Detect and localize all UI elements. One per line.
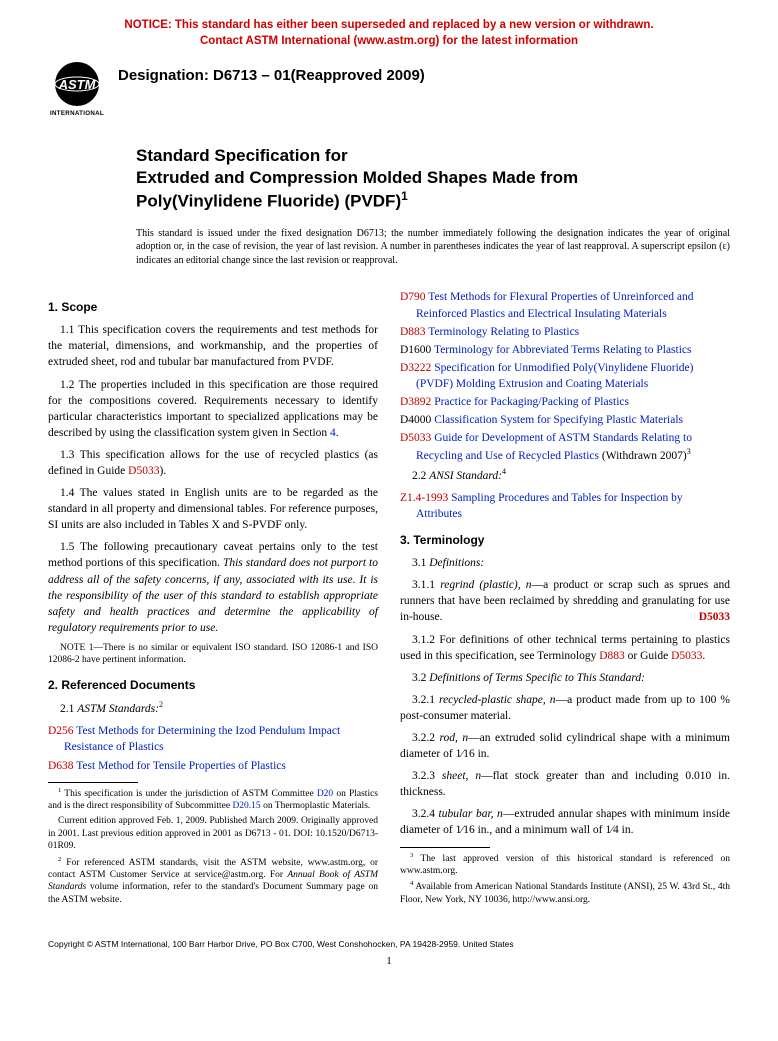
- fn4: 4 Available from American National Stand…: [400, 880, 730, 906]
- note-1: NOTE 1—There is no similar or equivalent…: [48, 642, 378, 667]
- footnote-rule-right: [400, 847, 490, 848]
- ref-text[interactable]: Test Methods for Determining the Izod Pe…: [64, 725, 340, 753]
- ref-item: D790 Test Methods for Flexural Propertie…: [400, 289, 730, 321]
- title-l3: Poly(Vinylidene Fluoride) (PVDF)1: [136, 189, 730, 213]
- body-columns: 1. Scope 1.1 This specification covers t…: [48, 289, 730, 909]
- fn1: 1 This specification is under the jurisd…: [48, 787, 378, 813]
- ref-item: D638 Test Method for Tensile Properties …: [48, 758, 378, 774]
- page: NOTICE: This standard has either been su…: [0, 0, 778, 987]
- ref-code[interactable]: D3222: [400, 362, 431, 374]
- fn1b: Current edition approved Feb. 1, 2009. P…: [48, 815, 378, 852]
- link-d883[interactable]: D883: [599, 650, 625, 662]
- header: ASTM INTERNATIONAL Designation: D6713 – …: [48, 59, 730, 117]
- ref-text[interactable]: Terminology for Abbreviated Terms Relati…: [431, 344, 691, 356]
- ref-ansi: Z1.4-1993 Sampling Procedures and Tables…: [400, 490, 730, 522]
- ref-text[interactable]: Test Methods for Flexural Properties of …: [416, 291, 693, 319]
- p-3.2.1: 3.2.1 recycled-plastic shape, n—a produc…: [400, 692, 730, 724]
- title-l2: Extruded and Compression Molded Shapes M…: [136, 167, 730, 189]
- p-3.2: 3.2 Definitions of Terms Specific to Thi…: [400, 670, 730, 686]
- ref-code[interactable]: D638: [48, 760, 74, 772]
- ref-code[interactable]: D256: [48, 725, 74, 737]
- fn2: 2 For referenced ASTM standards, visit t…: [48, 856, 378, 907]
- p-3.2.2: 3.2.2 rod, n—an extruded solid cylindric…: [400, 730, 730, 762]
- p-3.1.1: 3.1.1 regrind (plastic), n—a product or …: [400, 577, 730, 625]
- p-2.2: 2.2 ANSI Standard:4: [400, 466, 730, 484]
- sec1-head: 1. Scope: [48, 299, 378, 316]
- ref-text[interactable]: Terminology Relating to Plastics: [426, 326, 580, 338]
- link-d20[interactable]: D20: [317, 789, 333, 799]
- fn3: 3 The last approved version of this hist…: [400, 852, 730, 878]
- ref-code[interactable]: D1600: [400, 344, 431, 356]
- title-block: Standard Specification for Extruded and …: [136, 145, 730, 213]
- ref-item: D3222 Specification for Unmodified Poly(…: [400, 360, 730, 392]
- ref-item: D4000 Classification System for Specifyi…: [400, 412, 730, 428]
- p-1.1: 1.1 This specification covers the requir…: [48, 322, 378, 370]
- left-column: 1. Scope 1.1 This specification covers t…: [48, 289, 378, 909]
- ref-code[interactable]: D4000: [400, 414, 431, 426]
- ref-code[interactable]: D5033: [400, 432, 431, 444]
- issue-note: This standard is issued under the fixed …: [136, 227, 730, 268]
- link-d5033b[interactable]: D5033: [671, 650, 702, 662]
- p-1.2: 1.2 The properties included in this spec…: [48, 377, 378, 441]
- astm-logo: ASTM INTERNATIONAL: [48, 59, 106, 117]
- title-l1: Standard Specification for: [136, 145, 730, 167]
- svg-text:ASTM: ASTM: [58, 77, 97, 92]
- sec2-head: 2. Referenced Documents: [48, 677, 378, 694]
- ref-text[interactable]: Test Method for Tensile Properties of Pl…: [74, 760, 286, 772]
- notice-line2: Contact ASTM International (www.astm.org…: [200, 35, 578, 47]
- ref-text[interactable]: Practice for Packaging/Packing of Plasti…: [431, 396, 629, 408]
- right-column: D790 Test Methods for Flexural Propertie…: [400, 289, 730, 909]
- ref-text[interactable]: Classification System for Specifying Pla…: [431, 414, 683, 426]
- refs-right: D790 Test Methods for Flexural Propertie…: [400, 289, 730, 464]
- footnote-rule-left: [48, 782, 138, 783]
- p-3.1.2: 3.1.2 For definitions of other technical…: [400, 632, 730, 664]
- link-d5033[interactable]: D5033: [128, 465, 159, 477]
- ref-item: D5033 Guide for Development of ASTM Stan…: [400, 430, 730, 464]
- footnotes-right: 3 The last approved version of this hist…: [400, 852, 730, 907]
- link-d5033-term[interactable]: D5033: [687, 609, 730, 625]
- ref-code[interactable]: D3892: [400, 396, 431, 408]
- svg-text:INTERNATIONAL: INTERNATIONAL: [50, 110, 104, 117]
- sec3-head: 3. Terminology: [400, 532, 730, 549]
- page-number: 1: [48, 955, 730, 967]
- ref-text[interactable]: Specification for Unmodified Poly(Vinyli…: [416, 362, 693, 390]
- p-3.2.4: 3.2.4 tubular bar, n—extruded annular sh…: [400, 806, 730, 838]
- link-z1.4[interactable]: Z1.4-1993: [400, 492, 448, 504]
- p-2.1: 2.1 ASTM Standards:2: [48, 699, 378, 717]
- ref-code[interactable]: D883: [400, 326, 426, 338]
- notice-banner: NOTICE: This standard has either been su…: [48, 18, 730, 49]
- notice-line1: NOTICE: This standard has either been su…: [124, 19, 653, 31]
- p-1.3: 1.3 This specification allows for the us…: [48, 447, 378, 479]
- p-1.4: 1.4 The values stated in English units a…: [48, 485, 378, 533]
- p-3.1: 3.1 Definitions:: [400, 555, 730, 571]
- ref-item: D1600 Terminology for Abbreviated Terms …: [400, 342, 730, 358]
- p-3.2.3: 3.2.3 sheet, n—flat stock greater than a…: [400, 768, 730, 800]
- copyright: Copyright © ASTM International, 100 Barr…: [48, 939, 730, 949]
- ref-item: D883 Terminology Relating to Plastics: [400, 324, 730, 340]
- designation: Designation: D6713 – 01(Reapproved 2009): [118, 67, 425, 84]
- ref-code[interactable]: D790: [400, 291, 426, 303]
- p-1.5: 1.5 The following precautionary caveat p…: [48, 539, 378, 636]
- link-d20.15[interactable]: D20.15: [232, 801, 260, 811]
- refs-left: D256 Test Methods for Determining the Iz…: [48, 723, 378, 773]
- ref-item: D256 Test Methods for Determining the Iz…: [48, 723, 378, 755]
- ref-item: D3892 Practice for Packaging/Packing of …: [400, 394, 730, 410]
- footnotes-left: 1 This specification is under the jurisd…: [48, 787, 378, 906]
